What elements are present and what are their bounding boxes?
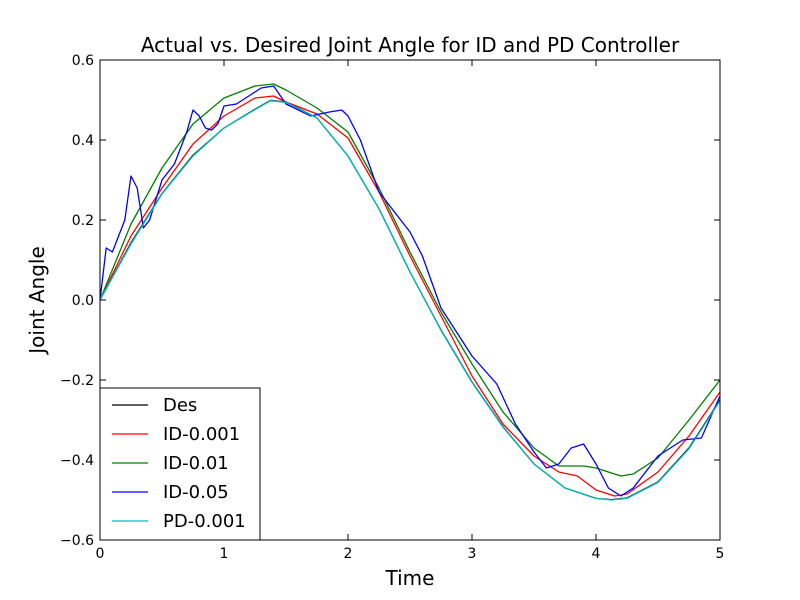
y-tick-label: 0.2	[72, 213, 94, 229]
y-axis-title: Joint Angle	[25, 246, 49, 355]
x-tick-label: 3	[468, 546, 477, 562]
series-layer	[99, 83, 721, 501]
series-line-pd-0-001	[99, 100, 721, 501]
legend-item: ID-0.001	[112, 424, 240, 445]
legend-items: Des ID-0.001 ID-0.01 ID-0.05 PD-0.001	[112, 395, 246, 532]
y-tick-label: −0.6	[60, 533, 94, 549]
legend-item: ID-0.01	[112, 453, 229, 474]
x-tick-label: 1	[220, 546, 229, 562]
y-tick-label: 0.6	[72, 53, 94, 69]
y-tick-label: −0.2	[60, 373, 94, 389]
x-tick-label: 5	[716, 546, 725, 562]
series-line-id-0-05	[99, 85, 721, 497]
y-tick-label: −0.4	[60, 453, 94, 469]
y-tick-label: 0.4	[72, 133, 94, 149]
legend-label: ID-0.05	[163, 482, 229, 503]
legend-label: ID-0.001	[163, 424, 240, 445]
chart-title: Actual vs. Desired Joint Angle for ID an…	[141, 33, 680, 57]
y-axis: −0.6 −0.4 −0.2 0.0 0.2 0.4 0.6	[60, 53, 720, 549]
legend-label: ID-0.01	[163, 453, 229, 474]
x-axis-title: Time	[385, 566, 435, 590]
legend-label: PD-0.001	[163, 511, 246, 532]
legend-label: Des	[163, 395, 197, 416]
x-tick-label: 0	[96, 546, 105, 562]
series-line-id-0-01	[99, 83, 721, 477]
legend-frame	[99, 387, 261, 541]
legend-item: PD-0.001	[112, 511, 246, 532]
y-tick-label: 0.0	[72, 293, 94, 309]
legend-item: Des	[112, 395, 197, 416]
x-tick-label: 2	[344, 546, 353, 562]
legend: Des ID-0.001 ID-0.01 ID-0.05 PD-0.001	[99, 387, 261, 541]
legend-item: ID-0.05	[112, 482, 229, 503]
x-tick-label: 4	[592, 546, 601, 562]
